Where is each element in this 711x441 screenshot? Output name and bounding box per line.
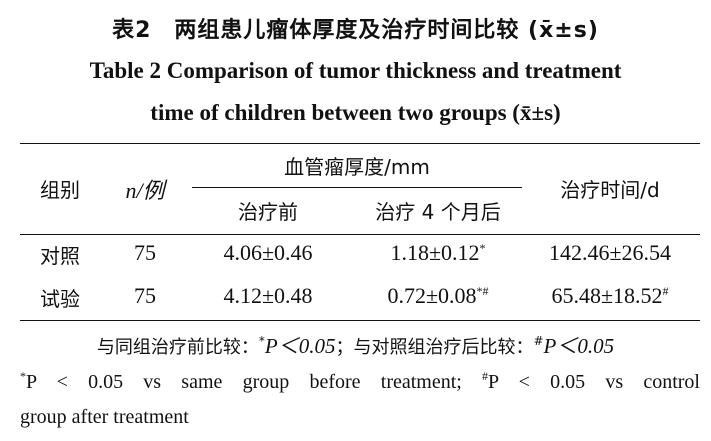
- row-test-n: 75: [134, 283, 156, 308]
- row-test-time-value: 65.48±18.52: [551, 283, 663, 308]
- thickness-header-rule: [192, 187, 522, 188]
- table-header-rule: [20, 234, 700, 235]
- note-en-mark1: *: [20, 369, 26, 383]
- table-top-rule: [20, 143, 700, 144]
- note-cn-mark2: #: [533, 334, 544, 348]
- note-cn-mark1: *: [258, 334, 265, 348]
- row-test-time: 65.48±18.52#: [551, 283, 668, 309]
- row-test-before: 4.12±0.48: [223, 283, 313, 308]
- note-cn-part2: ；与对照组治疗后比较：: [335, 337, 534, 358]
- row-control-time-value: 142.46±26.54: [548, 240, 672, 265]
- header-n: n/例: [125, 173, 164, 205]
- note-cn-p2: P＜0.05: [543, 334, 615, 358]
- row-control-before: 4.06±0.46: [223, 240, 313, 265]
- table-title-en-line2: time of children between two groups (x̄±…: [150, 100, 561, 125]
- table-note-en-line2: group after treatment: [20, 406, 189, 428]
- header-group: 组别: [40, 178, 80, 202]
- note-en-line1b: P < 0.05 vs control: [488, 371, 700, 393]
- row-control-time: 142.46±26.54: [549, 240, 671, 266]
- row-control-after: 1.18±0.12*: [390, 240, 485, 266]
- row-control-after-value: 1.18±0.12: [390, 240, 480, 265]
- table-bottom-rule: [20, 320, 700, 321]
- row-test-after-mark: *#: [476, 284, 489, 298]
- note-en-mark2: #: [482, 369, 489, 383]
- row-test-after: 0.72±0.08*#: [387, 283, 488, 309]
- note-en-line1: P < 0.05 vs same group before treatment;: [26, 371, 483, 393]
- table-title-en-line1: Table 2 Comparison of tumor thickness an…: [89, 58, 622, 83]
- header-treatment-time: 治疗时间/d: [560, 178, 660, 202]
- header-thickness: 血管瘤厚度/mm: [284, 155, 430, 179]
- header-before: 治疗前: [238, 200, 298, 224]
- row-control-after-mark: *: [479, 241, 486, 255]
- row-control-n: 75: [134, 240, 156, 265]
- row-test-time-mark: #: [662, 284, 669, 298]
- header-after-4-months: 治疗 4 个月后: [375, 200, 501, 224]
- table-note-cn: 与同组治疗前比较：*P＜0.05；与对照组治疗后比较：#P＜0.05: [0, 330, 711, 360]
- table-title-cn: 表2 两组患儿瘤体厚度及治疗时间比较 (x̄±s): [112, 18, 599, 43]
- row-test-after-value: 0.72±0.08: [387, 283, 477, 308]
- row-control-group: 对照: [40, 244, 80, 268]
- row-test-group: 试验: [40, 287, 80, 311]
- note-cn-part1: 与同组治疗前比较：: [96, 337, 259, 358]
- note-cn-p1: P＜0.05: [264, 334, 336, 358]
- table-note-en-line1: *P < 0.05 vs same group before treatment…: [20, 369, 700, 394]
- header-n-text: n/例: [125, 178, 165, 203]
